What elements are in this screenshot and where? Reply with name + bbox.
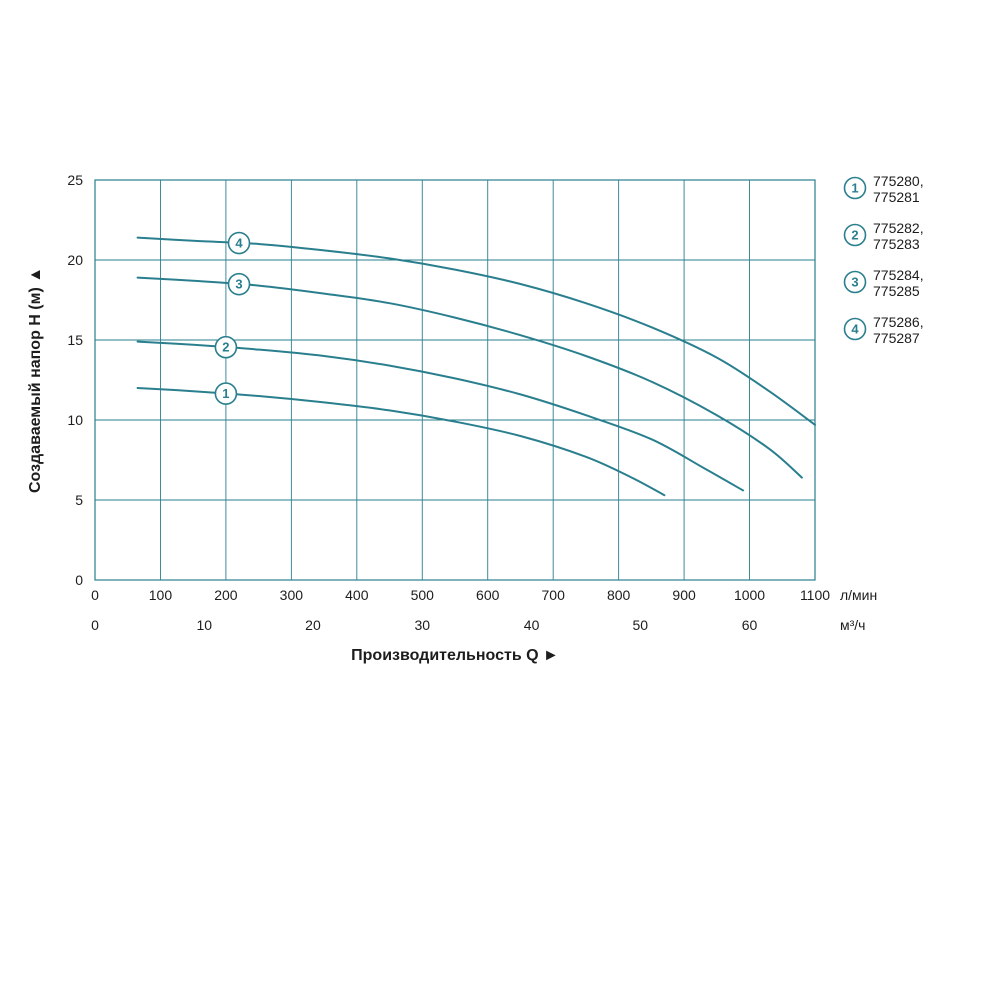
curve-marker-label-4: 4	[235, 236, 243, 251]
x-tick-label: 700	[542, 587, 566, 603]
x-tick-label: 1100	[800, 587, 830, 603]
x2-tick-label: 60	[742, 617, 758, 633]
x2-tick-label: 50	[632, 617, 648, 633]
legend-text-1-l1: 775280,	[873, 173, 924, 189]
x-tick-label: 900	[672, 587, 696, 603]
x2-tick-label: 10	[197, 617, 213, 633]
legend-text-2-l1: 775282,	[873, 220, 924, 236]
x-tick-label: 0	[91, 587, 99, 603]
x-tick-label: 1000	[734, 587, 765, 603]
x-unit-m3h: м³/ч	[840, 617, 865, 633]
x-tick-label: 300	[280, 587, 304, 603]
legend-marker-num-2: 2	[851, 228, 858, 243]
x-tick-label: 600	[476, 587, 500, 603]
legend-marker-num-4: 4	[851, 322, 859, 337]
x2-tick-label: 0	[91, 617, 99, 633]
legend-marker-num-3: 3	[851, 275, 858, 290]
x-tick-label: 500	[411, 587, 435, 603]
curve-marker-label-1: 1	[222, 386, 229, 401]
x2-tick-label: 40	[524, 617, 540, 633]
x2-tick-label: 30	[414, 617, 430, 633]
legend-marker-num-1: 1	[851, 181, 858, 196]
legend-text-3-l1: 775284,	[873, 267, 924, 283]
x-tick-label: 400	[345, 587, 369, 603]
curve-marker-label-2: 2	[222, 340, 229, 355]
x2-tick-label: 20	[305, 617, 321, 633]
legend-text-4-l2: 775287	[873, 330, 920, 346]
x-axis-label: Производительность Q ►	[351, 647, 559, 664]
x-tick-label: 100	[149, 587, 173, 603]
y-tick-label: 20	[67, 252, 83, 268]
plot-area	[95, 180, 815, 580]
y-tick-label: 0	[75, 572, 83, 588]
legend-text-1-l2: 775281	[873, 189, 920, 205]
curve-marker-label-3: 3	[235, 277, 242, 292]
x-tick-label: 800	[607, 587, 631, 603]
x-tick-label: 200	[214, 587, 238, 603]
y-tick-label: 15	[67, 332, 83, 348]
pump-curve-chart: 0100200300400500600700800900100011000510…	[0, 0, 1000, 1000]
y-axis-label: Создаваемый напор H (м) ▲	[27, 267, 44, 493]
legend-text-4-l1: 775286,	[873, 314, 924, 330]
x-unit-lpm: л/мин	[840, 587, 877, 603]
legend-text-3-l2: 775285	[873, 283, 920, 299]
y-tick-label: 25	[67, 172, 83, 188]
y-tick-label: 10	[67, 412, 83, 428]
legend-text-2-l2: 775283	[873, 236, 920, 252]
y-tick-label: 5	[75, 492, 83, 508]
